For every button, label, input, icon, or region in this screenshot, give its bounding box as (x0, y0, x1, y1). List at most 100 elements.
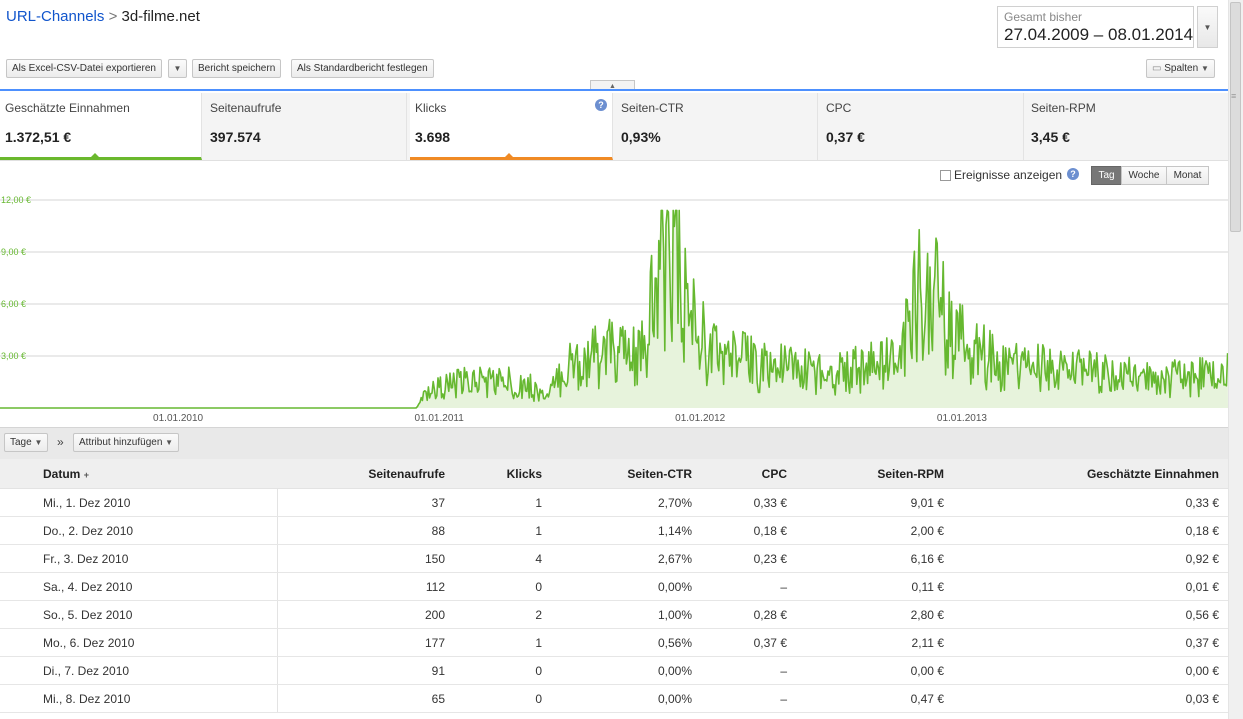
breadcrumb-url-channels-link[interactable]: URL-Channels (6, 8, 105, 25)
scrollbar-thumb[interactable] (1230, 2, 1241, 232)
table-row: Di., 7. Dez 2010 91 0 0,00% –0,00 €0,00 € (0, 656, 1228, 685)
metric-tab-page-ctr[interactable]: Seiten-CTR 0,93% (616, 93, 818, 160)
table-cell: 0,37 € (701, 628, 796, 657)
chevron-up-icon: ▲ (609, 83, 616, 90)
table-cell: 0,00 € (796, 656, 953, 685)
set-default-report-label: Als Standardbericht festlegen (297, 63, 428, 74)
columns-button[interactable]: ▭ Spalten ▼ (1146, 59, 1215, 78)
selected-indicator (88, 153, 102, 160)
column-header-pageviews[interactable]: Seitenaufrufe (277, 459, 454, 489)
table-cell: 0,92 € (953, 544, 1228, 573)
set-default-report-button[interactable]: Als Standardbericht festlegen (291, 59, 434, 78)
table-row: So., 5. Dez 2010 200 2 1,00% 0,28 €2,80 €0,5… (0, 600, 1228, 629)
table-cell: 177 (277, 628, 454, 657)
table-toolbar (0, 427, 1228, 459)
collapse-chart-toggle[interactable]: ▲ (590, 80, 635, 91)
series-area-fill (0, 210, 1228, 408)
dimension-days-dropdown[interactable]: Tage ▼ (4, 433, 49, 452)
header-divider (0, 89, 1228, 91)
selected-indicator (502, 153, 516, 160)
table-row: Mi., 8. Dez 2010 65 0 0,00% –0,47 €0,03 € (0, 684, 1228, 713)
table-cell: 2,80 € (796, 600, 953, 629)
table-header-row: Datum + Seitenaufrufe Klicks Seiten-CTR … (0, 459, 1228, 489)
series-line (0, 209, 1228, 409)
column-header-page-ctr[interactable]: Seiten-CTR (551, 459, 701, 489)
date-range-dropdown-button[interactable]: ▼ (1197, 6, 1218, 48)
period-week-button[interactable]: Woche (1121, 166, 1167, 185)
column-header-page-rpm[interactable]: Seiten-RPM (796, 459, 953, 489)
table-cell: 2,70% (551, 488, 701, 517)
table-cell: Do., 2. Dez 2010 (0, 516, 278, 545)
breadcrumb: URL-Channels > 3d-filme.net (6, 8, 200, 25)
table-cell: 0,37 € (953, 628, 1228, 657)
table-cell: 112 (277, 572, 454, 601)
table-cell: 150 (277, 544, 454, 573)
table-cell: 0,47 € (796, 684, 953, 713)
x-tick-label: 01.01.2011 (414, 413, 464, 424)
y-tick-label: 9,00 € (1, 247, 26, 257)
chevron-down-icon: ▼ (34, 438, 43, 447)
y-tick-label: 3,00 € (1, 351, 26, 361)
column-header-clicks[interactable]: Klicks (454, 459, 551, 489)
save-report-label: Bericht speichern (198, 63, 276, 74)
y-tick-label: 6,00 € (1, 299, 26, 309)
metric-tab-estimated-earnings[interactable]: Geschätzte Einnahmen 1.372,51 € (0, 93, 202, 160)
report-table: Datum + Seitenaufrufe Klicks Seiten-CTR … (0, 459, 1228, 713)
metric-tab-cpc[interactable]: CPC 0,37 € (821, 93, 1024, 160)
save-report-button[interactable]: Bericht speichern (192, 59, 282, 78)
metric-tab-pageviews[interactable]: Seitenaufrufe 397.574 (205, 93, 407, 160)
help-icon[interactable]: ? (1067, 168, 1079, 180)
table-cell: 0,56 € (953, 600, 1228, 629)
table-cell: 0,23 € (701, 544, 796, 573)
chevron-down-icon: ▼ (165, 438, 174, 447)
x-tick-label: 01.01.2013 (937, 413, 987, 424)
x-tick-label: 01.01.2012 (675, 413, 725, 424)
table-cell: Fr., 3. Dez 2010 (0, 544, 278, 573)
column-header-estimated-earnings[interactable]: Geschätzte Einnahmen (953, 459, 1228, 489)
period-month-label: Monat (1173, 170, 1202, 181)
table-cell: 1 (454, 628, 551, 657)
table-cell: 2,67% (551, 544, 701, 573)
events-label: Ereignisse anzeigen (954, 168, 1063, 182)
metric-value: 397.574 (210, 129, 261, 145)
period-day-label: Tag (1098, 170, 1115, 181)
help-icon[interactable]: ? (595, 99, 607, 111)
export-options-dropdown[interactable]: ▼ (168, 59, 187, 78)
export-csv-button[interactable]: Als Excel-CSV-Datei exportieren (6, 59, 162, 78)
table-row: Do., 2. Dez 2010 88 1 1,14% 0,18 €2,00 €0,18… (0, 516, 1228, 545)
metric-label: Seiten-CTR (621, 101, 684, 115)
metric-tab-clicks[interactable]: Klicks 3.698 ? (410, 93, 613, 160)
x-tick-label: 01.01.2010 (153, 413, 203, 424)
add-attribute-dropdown[interactable]: Attribut hinzufügen ▼ (73, 433, 180, 452)
column-header-cpc[interactable]: CPC (701, 459, 796, 489)
breadcrumb-current: 3d-filme.net (121, 8, 200, 25)
table-cell: 0,18 € (953, 516, 1228, 545)
table-cell: 1,14% (551, 516, 701, 545)
table-cell: 2 (454, 600, 551, 629)
table-row: Mi., 1. Dez 2010 37 1 2,70% 0,33 €9,01 €0,33… (0, 488, 1228, 517)
metrics-bar: Geschätzte Einnahmen 1.372,51 € Seitenau… (0, 93, 1228, 161)
metric-label: Seitenaufrufe (210, 101, 282, 115)
table-row: Sa., 4. Dez 2010 112 0 0,00% –0,11 €0,01 € (0, 572, 1228, 601)
table-cell: 0,33 € (953, 488, 1228, 517)
panel-resize-handle[interactable]: ≡ (1231, 91, 1237, 101)
column-header-date[interactable]: Datum + (0, 459, 277, 489)
table-cell: 1 (454, 488, 551, 517)
y-tick-label: 12,00 € (1, 195, 31, 205)
columns-label: Spalten (1164, 63, 1199, 74)
table-cell: 88 (277, 516, 454, 545)
period-month-button[interactable]: Monat (1166, 166, 1209, 185)
metric-label: Klicks (415, 101, 447, 115)
show-events-toggle[interactable]: Ereignisse anzeigen (940, 168, 1062, 182)
metric-tab-page-rpm[interactable]: Seiten-RPM 3,45 € (1026, 93, 1228, 160)
date-range-picker[interactable]: Gesamt bisher 27.04.2009 – 08.01.2014 (997, 6, 1194, 48)
table-cell: 37 (277, 488, 454, 517)
table-cell: 0 (454, 656, 551, 685)
table-cell: 0,56% (551, 628, 701, 657)
metric-value: 0,93% (621, 129, 661, 145)
period-week-label: Woche (1128, 170, 1160, 181)
table-cell: 1 (454, 516, 551, 545)
chevron-down-icon: ▼ (1200, 64, 1209, 73)
period-day-button[interactable]: Tag (1091, 166, 1122, 185)
events-checkbox[interactable] (940, 170, 951, 182)
